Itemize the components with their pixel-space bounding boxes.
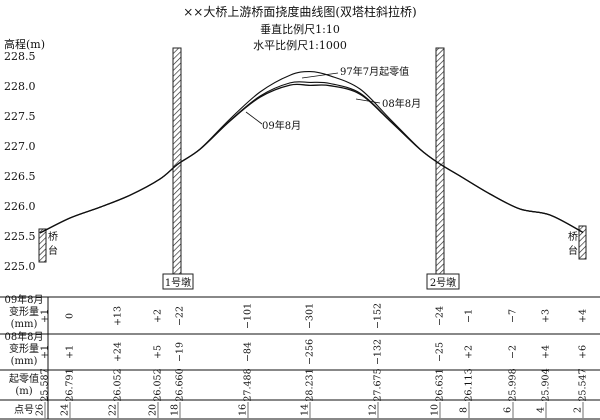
table-cell-zero: 26.052 (153, 368, 164, 401)
y-tick-label: 225.5 (4, 230, 36, 243)
table-row-label: 点号 (14, 404, 34, 416)
table-cell-point-no: 8 (459, 407, 470, 413)
series-labels: 97年7月起零值 08年8月 09年8月 (245, 65, 421, 132)
pier-1: 1号墩 (162, 47, 194, 290)
table-row-label: 09年8月 (4, 293, 43, 306)
table-cell-point-no: 14 (300, 404, 311, 416)
table-cell-def08: +1 (65, 345, 76, 359)
table-cell-def09: −101 (243, 303, 254, 329)
table-cell-point-no: 6 (503, 407, 514, 413)
table-cell-def09: −24 (435, 306, 446, 326)
horizontal-scale-note: 水平比例尺1:1000 (253, 38, 347, 52)
table-row-def08: +1 +1 +24 +5 −19 −84 −256 −132 −25 +2 −2 +4 +6 (40, 339, 589, 365)
table-cell-point-no: 26 (35, 404, 46, 416)
y-tick-label: 226.5 (4, 170, 36, 183)
table-cell-point-no: 22 (108, 404, 119, 416)
table-cell-zero: 25.998 (508, 368, 519, 401)
series-line-09 (39, 83, 584, 234)
table-row-point-no: 26 24 22 20 18 16 14 12 10 8 6 4 2 (35, 402, 584, 418)
y-tick-labels: 228.5 228.0 227.5 227.0 226.5 226.0 225.5 225.0 (4, 50, 36, 273)
table-cell-point-no: 12 (368, 404, 379, 416)
table-cell-point-no: 18 (170, 404, 181, 416)
abutment-left-label-1: 桥 (48, 231, 58, 243)
y-tick-label: 225.0 (4, 260, 36, 273)
table-row-label: 变形量 (9, 342, 39, 355)
table-cell-def08: −84 (243, 342, 254, 362)
series-line-08 (39, 81, 584, 234)
table-cell-zero: 26.631 (435, 368, 446, 401)
table-cell-def09: +1 (40, 309, 51, 323)
series-label-97: 97年7月起零值 (340, 65, 409, 78)
table-cell-def08: −256 (305, 339, 316, 365)
table-cell-zero: 25.904 (541, 368, 552, 401)
table-cell-def08: +1 (40, 345, 51, 359)
table-cell-def08: +6 (578, 345, 589, 359)
table-cell-point-no: 24 (60, 404, 71, 416)
abutment-left: 桥 台 (38, 228, 58, 263)
table-cell-zero: 26.660 (175, 368, 186, 401)
table-cell-def08: +2 (464, 345, 475, 359)
table-cell-def09: −7 (508, 309, 519, 323)
table-cell-def08: +5 (153, 345, 164, 359)
table-cell-def09: +2 (153, 309, 164, 323)
abutment-left-label-2: 台 (48, 244, 58, 257)
y-axis-label: 高程(m) (4, 37, 45, 51)
table-row-label: 08年8月 (4, 330, 43, 343)
table-cell-def09: −301 (305, 303, 316, 329)
table-cell-def08: +4 (541, 345, 552, 359)
pier-2-label: 2号墩 (430, 276, 456, 289)
table-cell-def08: +24 (113, 342, 124, 362)
table-cell-point-no: 20 (148, 404, 159, 416)
table-cell-def08: −2 (508, 345, 519, 359)
series-label-08: 08年8月 (382, 97, 421, 110)
table-cell-def08: −25 (435, 342, 446, 362)
table-row-def09: +1 0 +13 +2 −22 −101 −301 −152 −24 −1 −7 +3 +4 (40, 303, 589, 329)
table-cell-def08: −19 (175, 342, 186, 362)
table-cell-zero: 27.488 (243, 368, 254, 401)
table-cell-def08: −132 (373, 339, 384, 365)
vertical-scale-note: 垂直比例尺1:10 (260, 22, 340, 36)
chart-title: ××大桥上游桥面挠度曲线图(双塔柱斜拉桥) (183, 4, 416, 19)
curves (39, 71, 584, 234)
table-row-label: 起零值 (9, 372, 39, 385)
table-cell-def09: 0 (65, 313, 76, 319)
table-row-zero: 25.587 26.791 26.052 26.052 26.660 27.488 28.2… (40, 368, 589, 401)
table-cell-zero: 25.587 (40, 368, 51, 401)
table-cell-def09: +4 (578, 309, 589, 323)
table-cell-zero: 28.231 (305, 368, 316, 401)
y-tick-label: 228.0 (4, 80, 36, 93)
table-cell-point-no: 2 (573, 407, 584, 413)
pier-1-label: 1号墩 (165, 276, 191, 289)
table-row-label: (m) (15, 386, 32, 397)
table-cell-point-no: 16 (238, 404, 249, 416)
series-label-09: 09年8月 (262, 119, 301, 132)
y-tick-label: 227.0 (4, 140, 36, 153)
y-tick-label: 226.0 (4, 200, 36, 213)
table-cell-zero: 26.052 (113, 368, 124, 401)
table-cell-zero: 27.675 (373, 368, 384, 401)
table-cell-def09: −1 (464, 309, 475, 323)
table-row-label: 变形量 (9, 305, 39, 318)
pier-2: 2号墩 (426, 47, 460, 290)
abutment-right-label-1: 桥 (568, 231, 578, 243)
table-row-label: (mm) (11, 356, 38, 367)
table-cell-def09: +13 (113, 306, 124, 326)
abutment-right: 桥 台 (568, 225, 587, 260)
y-tick-label: 227.5 (4, 110, 36, 123)
series-line-97-zero (39, 71, 584, 234)
table-cell-point-no: 4 (536, 407, 547, 413)
table-cell-point-no: 10 (430, 404, 441, 416)
table-cell-def09: −152 (373, 303, 384, 329)
table-row-label: (mm) (11, 319, 38, 330)
table-cell-zero: 25.547 (578, 368, 589, 401)
y-tick-label: 228.5 (4, 50, 36, 63)
table-cell-zero: 26.113 (464, 368, 475, 401)
table-cell-def09: −22 (175, 306, 186, 326)
table-cell-zero: 26.791 (65, 368, 76, 401)
table-cell-def09: +3 (541, 309, 552, 323)
abutment-right-label-2: 台 (568, 244, 578, 257)
